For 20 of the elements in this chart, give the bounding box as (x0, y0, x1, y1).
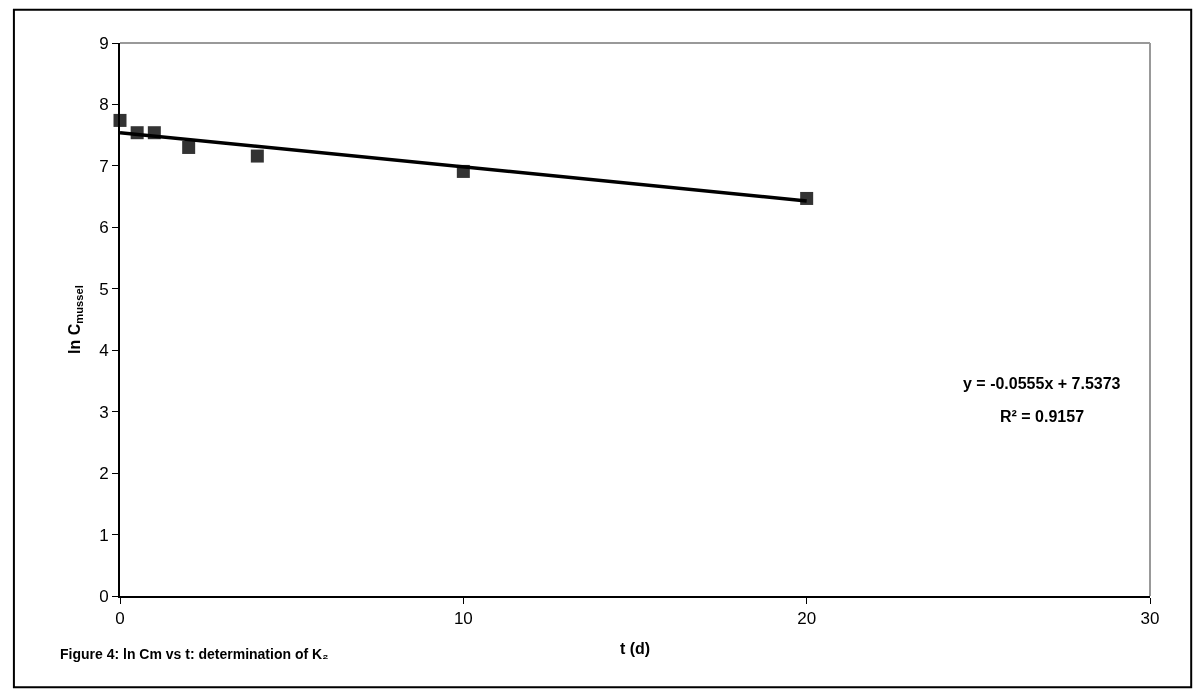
y-tick-label: 4 (99, 341, 109, 361)
point (250, 149, 264, 163)
x-tick-label: 30 (1140, 609, 1160, 629)
caption: Figure 4: ln Cm vs t: determination of K₂ (60, 646, 329, 662)
y-tick-label: 0 (99, 586, 109, 606)
annotation: R² = 0.9157 (1000, 408, 1085, 425)
y-tick-label: 8 (99, 95, 109, 115)
y-tick-label: 9 (99, 33, 109, 53)
y-tick-label: 6 (99, 218, 109, 238)
x-tick-label: 20 (797, 609, 817, 629)
y-tick-label: 3 (99, 402, 109, 422)
y-tick-label: 1 (99, 525, 109, 545)
annotation: y = -0.0555x + 7.5373 (963, 375, 1121, 392)
x-axis-title: t (d) (619, 639, 651, 657)
x-tick-label: 0 (115, 609, 125, 629)
y-tick-label: 5 (99, 279, 109, 299)
y-tick-label: 2 (99, 464, 109, 484)
y-tick-label: 7 (99, 156, 109, 176)
x-tick-label: 10 (453, 609, 473, 629)
point (182, 140, 196, 154)
